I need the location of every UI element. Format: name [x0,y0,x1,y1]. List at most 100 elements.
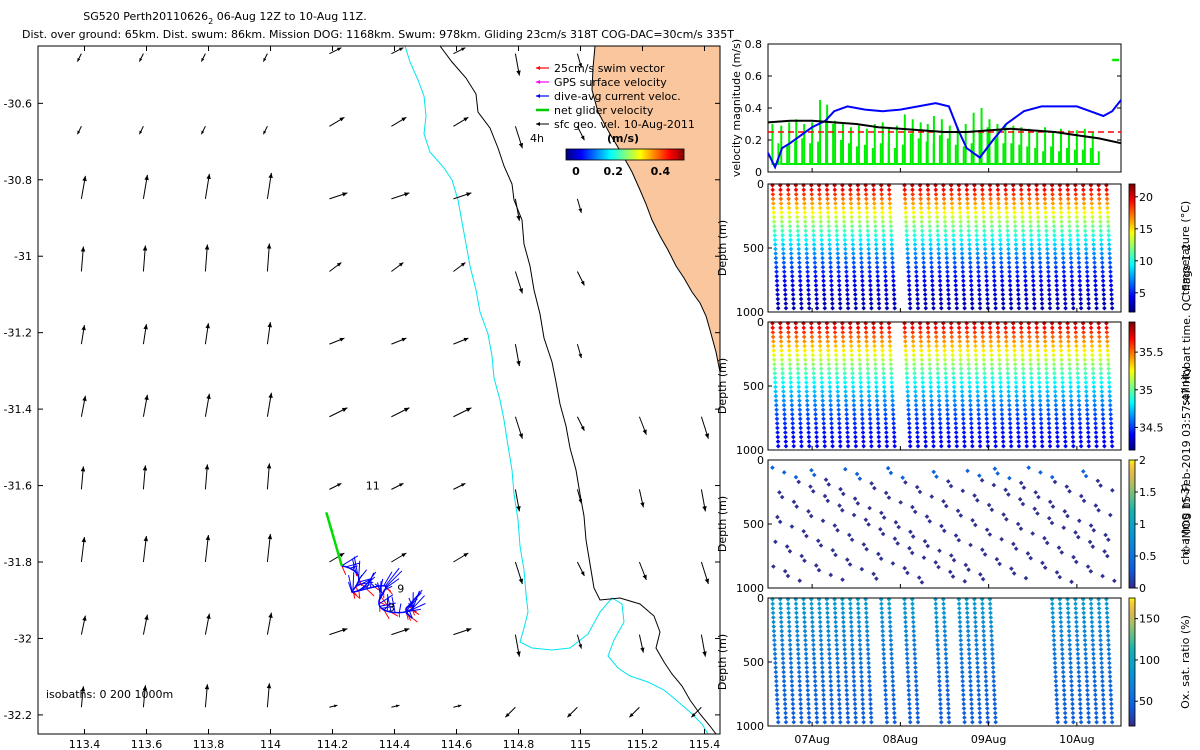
data-point [912,509,918,515]
dac-vector [351,558,357,573]
data-point [934,357,940,362]
data-point [806,287,811,293]
data-point [883,287,889,293]
data-point [1035,343,1040,349]
data-point [833,210,839,215]
data-point [958,223,964,229]
data-point [1021,233,1026,238]
section-colorbar-cell [1129,496,1135,498]
net-glider-velocity-bar [1028,128,1037,165]
svg-text:dive-avg current veloc.: dive-avg current veloc. [554,90,681,103]
section-colorbar-cell [1129,677,1135,679]
section-colorbar-cell [1129,569,1135,571]
data-point [892,715,897,720]
data-point [806,706,811,711]
section-points [770,596,1115,725]
data-point [827,237,832,243]
section-colorbar-cell [1129,684,1135,686]
data-point [1023,425,1029,431]
data-point [844,425,850,431]
data-point [1085,706,1091,711]
data-point [797,278,803,284]
data-point [805,692,811,698]
data-point [953,292,959,297]
section-colorbar-cell [1129,505,1135,507]
data-point [873,242,879,247]
colorbar-cell [657,149,659,160]
net-glider-velocity [325,511,344,567]
data-point [1043,223,1049,229]
data-point [1084,669,1089,675]
data-point [864,343,870,349]
data-point [1078,434,1083,440]
data-point [778,330,783,335]
net-glider-velocity-bar [1020,127,1029,165]
data-point [778,325,783,331]
data-point [817,330,822,335]
data-point [1096,606,1102,611]
colorbar-cell [669,149,671,160]
data-point [1106,375,1112,381]
section-colorbar-cell [1129,223,1135,225]
data-point [821,430,827,435]
data-point [936,246,941,252]
data-point [780,371,785,376]
data-point [960,674,965,679]
section-colorbar-cell [1129,659,1135,661]
section-colorbar-label: Ox. sat. ratio (%) [1179,615,1192,709]
data-point [1077,407,1082,413]
data-point [835,242,840,247]
data-point [779,210,784,215]
data-point [967,398,973,403]
data-point [827,375,832,381]
data-point [933,334,939,340]
data-point [999,407,1005,413]
data-point [908,529,913,535]
data-point [973,210,978,215]
data-point [950,361,956,367]
data-point [1021,384,1027,390]
data-point [832,325,838,331]
data-point [982,384,988,390]
data-point [1109,292,1114,297]
data-point [778,192,783,197]
data-point [1050,201,1056,206]
data-point [819,656,825,661]
data-point [915,296,920,302]
colorbar-cell [651,149,653,160]
data-point [921,255,926,261]
data-point [1109,287,1114,293]
data-point [1101,434,1107,440]
data-point [972,334,978,340]
arrow-head [82,175,87,182]
data-point [1061,525,1067,531]
data-point [1076,393,1082,399]
section-colorbar-cell [1129,676,1135,678]
data-point [813,287,819,293]
arrow-head [329,525,333,529]
data-point [817,619,823,625]
data-point [1083,647,1088,652]
data-point [912,384,918,390]
data-point [1071,719,1076,725]
data-point [928,389,934,394]
data-point [1018,182,1024,188]
colorbar-cell [582,149,584,160]
section-colorbar-cell [1129,609,1135,611]
data-point [773,665,778,670]
data-point [780,233,785,238]
data-point [796,251,802,256]
section-colorbar-cell [1129,542,1135,544]
section-colorbar-cell [1129,331,1135,333]
data-point [858,237,863,243]
data-point [967,656,972,661]
data-point [1044,366,1049,372]
data-point [890,669,895,675]
data-point [925,192,931,197]
data-point [803,637,808,643]
data-point [892,536,898,542]
data-point [1044,371,1049,376]
data-point [774,683,779,689]
data-point [1066,624,1072,629]
data-point [1029,251,1035,256]
